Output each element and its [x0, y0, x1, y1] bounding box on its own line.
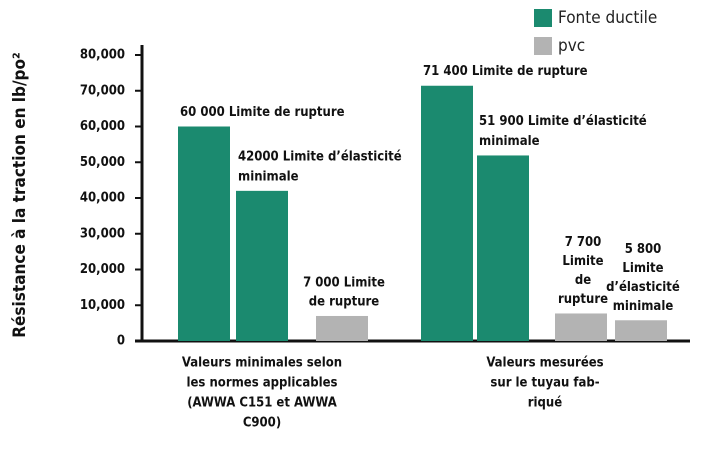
y-tick-label: 50,000	[80, 155, 125, 170]
legend-label: Fonte ductile	[558, 8, 657, 28]
x-category-label: sur le tuyau fab-	[490, 376, 599, 391]
data-label: de rupture	[309, 294, 380, 309]
x-category-label: les normes applicables	[186, 376, 337, 391]
legend-label: pvc	[558, 36, 585, 56]
y-tick-label: 70,000	[80, 83, 125, 98]
bar	[615, 320, 667, 341]
x-category-label: Valeurs mesurées	[486, 356, 603, 371]
data-label: d’élasticité	[606, 280, 680, 295]
y-tick-label: 10,000	[80, 298, 125, 313]
data-label: de	[575, 273, 591, 288]
data-label: minimale	[479, 134, 540, 149]
y-tick-label: 40,000	[80, 191, 125, 206]
y-tick-label: 60,000	[80, 119, 125, 134]
data-label: 7 000 Limite	[303, 275, 385, 290]
legend-swatch	[534, 37, 552, 55]
y-tick-label: 0	[117, 334, 125, 349]
x-category-label: C900)	[243, 416, 281, 431]
data-label: 51 900 Limite d’élasticité	[479, 114, 647, 129]
bar	[477, 155, 529, 341]
x-category-label: Valeurs minimales selon	[182, 356, 342, 371]
bar	[421, 85, 473, 342]
x-category-label: riqué	[528, 396, 562, 411]
data-label: rupture	[558, 292, 608, 307]
bar	[316, 315, 368, 341]
data-label: Limite	[562, 254, 603, 269]
data-label: 7 700	[565, 235, 602, 250]
data-label: 60 000 Limite de rupture	[180, 105, 345, 120]
x-category-label: (AWWA C151 et AWWA	[187, 396, 337, 411]
bar	[236, 190, 288, 341]
legend-swatch	[534, 9, 552, 27]
data-label: minimale	[238, 169, 299, 184]
data-label: Limite	[622, 261, 663, 276]
bar	[178, 126, 230, 341]
bar	[555, 313, 607, 341]
y-axis-label: Résistance à la traction en lb/po²	[10, 52, 30, 337]
data-label: 5 800	[625, 242, 662, 257]
data-label: minimale	[613, 299, 674, 314]
data-label: 42000 Limite d’élasticité	[238, 149, 402, 164]
y-tick-label: 30,000	[80, 226, 125, 241]
y-tick-label: 80,000	[80, 48, 125, 63]
y-tick-label: 20,000	[80, 262, 125, 277]
data-label: 71 400 Limite de rupture	[423, 64, 588, 79]
